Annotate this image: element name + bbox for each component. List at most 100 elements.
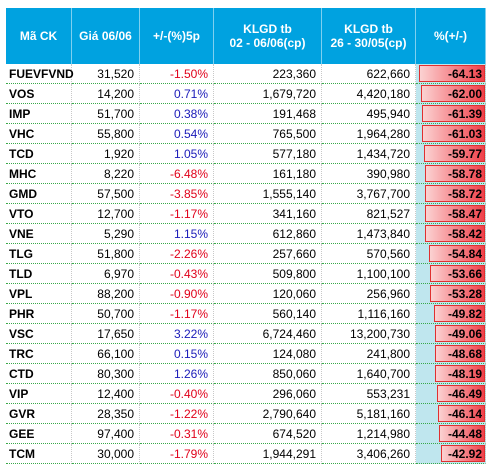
cell: 622,660 [322, 64, 416, 84]
cell-text: -42.92 [447, 447, 482, 461]
cell: 1,116,160 [322, 304, 416, 324]
data-bar [424, 225, 485, 242]
header-text: 02 - 06/06(cp) [229, 36, 306, 50]
cell: 5,181,160 [322, 404, 416, 424]
data-bar [429, 265, 485, 282]
cell: -1.17% [140, 204, 214, 224]
cell: -46.49 [416, 384, 486, 404]
cell: -6.48% [140, 164, 214, 184]
column-header: Giá 06/06 [72, 8, 140, 64]
cell: -42.92 [416, 444, 486, 464]
cell: -0.40% [140, 384, 214, 404]
header-text: Giá 06/06 [79, 29, 132, 43]
header-text: KLGD tb [344, 22, 393, 36]
cell: 161,180 [214, 164, 322, 184]
cell: 57,500 [72, 184, 140, 204]
cell: 97,400 [72, 424, 140, 444]
cell-text: -64.13 [447, 67, 482, 81]
cell-text: -62.00 [447, 87, 482, 101]
ticker: GMD [6, 184, 72, 204]
cell: 612,860 [214, 224, 322, 244]
cell: 31,520 [72, 64, 140, 84]
cell: 6,724,460 [214, 324, 322, 344]
cell: 850,060 [214, 364, 322, 384]
data-bar [434, 345, 485, 362]
cell: 12,400 [72, 384, 140, 404]
data-bar [421, 105, 485, 122]
cell: -48.19 [416, 364, 486, 384]
cell: -2.26% [140, 244, 214, 264]
cell: -1.50% [140, 64, 214, 84]
ticker: VHC [6, 124, 72, 144]
cell-text: -48.19 [447, 367, 482, 381]
column-header: Mã CK [6, 8, 72, 64]
cell: 570,560 [322, 244, 416, 264]
ticker: TCD [6, 144, 72, 164]
cell-text: -61.39 [447, 107, 482, 121]
cell: 5,290 [72, 224, 140, 244]
cell: 120,060 [214, 284, 322, 304]
ticker: TCM [6, 444, 72, 464]
ticker: MHC [6, 164, 72, 184]
cell: -53.66 [416, 264, 486, 284]
cell: 30,000 [72, 444, 140, 464]
cell: -58.78 [416, 164, 486, 184]
cell-text: -49.82 [447, 307, 482, 321]
ticker: TRC [6, 344, 72, 364]
cell-text: -54.84 [447, 247, 482, 261]
cell: 55,800 [72, 124, 140, 144]
data-bar [424, 205, 485, 222]
header-text: KLGD tb [243, 22, 292, 36]
column-header: KLGD tb 26 - 30/05(cp) [322, 8, 416, 64]
cell: 1,679,720 [214, 84, 322, 104]
cell: 241,800 [322, 344, 416, 364]
cell: -1.22% [140, 404, 214, 424]
cell: 12,700 [72, 204, 140, 224]
cell: 28,350 [72, 404, 140, 424]
cell: 124,080 [214, 344, 322, 364]
header-text: +/-(%)5p [152, 29, 200, 43]
cell: 66,100 [72, 344, 140, 364]
data-bar [434, 325, 485, 342]
cell: -53.28 [416, 284, 486, 304]
data-bar [428, 245, 485, 262]
ticker: TLG [6, 244, 72, 264]
cell: 50,700 [72, 304, 140, 324]
ticker: VTO [6, 204, 72, 224]
ticker: VSC [6, 324, 72, 344]
cell: -46.14 [416, 404, 486, 424]
cell: 1,964,280 [322, 124, 416, 144]
cell: -58.72 [416, 184, 486, 204]
ticker: TLD [6, 264, 72, 284]
cell-text: -48.68 [447, 347, 482, 361]
cell: -3.85% [140, 184, 214, 204]
cell: 1,920 [72, 144, 140, 164]
cell: 3,767,700 [322, 184, 416, 204]
cell: 1,473,840 [322, 224, 416, 244]
cell: -48.68 [416, 344, 486, 364]
data-bar [437, 405, 485, 422]
cell: 80,300 [72, 364, 140, 384]
cell: 3.22% [140, 324, 214, 344]
data-bar [439, 425, 485, 442]
cell: 560,140 [214, 304, 322, 324]
cell: 2,790,640 [214, 404, 322, 424]
header-text: 26 - 30/05(cp) [330, 36, 407, 50]
cell: 1,214,980 [322, 424, 416, 444]
ticker: IMP [6, 104, 72, 124]
cell: 8,220 [72, 164, 140, 184]
cell: -0.43% [140, 264, 214, 284]
cell: 577,180 [214, 144, 322, 164]
cell-text: -49.06 [447, 327, 482, 341]
cell-text: -46.49 [447, 387, 482, 401]
cell: -0.90% [140, 284, 214, 304]
header-text: %(+/-) [434, 29, 467, 43]
cell: -59.77 [416, 144, 486, 164]
cell: -61.03 [416, 124, 486, 144]
cell: -0.31% [140, 424, 214, 444]
cell: 257,660 [214, 244, 322, 264]
ticker: VNE [6, 224, 72, 244]
cell-text: -53.66 [447, 267, 482, 281]
cell: -64.13 [416, 64, 486, 84]
